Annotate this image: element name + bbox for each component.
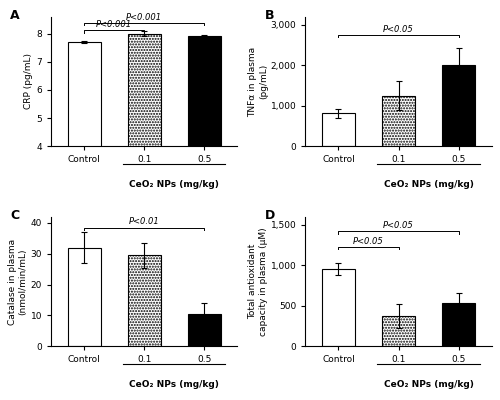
- Text: P<0.05: P<0.05: [353, 237, 384, 246]
- Text: A: A: [10, 9, 20, 22]
- Bar: [128, 34, 160, 259]
- Bar: [322, 113, 355, 146]
- Y-axis label: Total antioxidant
capacity in plasma (μM): Total antioxidant capacity in plasma (μM…: [248, 227, 268, 336]
- Bar: [68, 248, 100, 346]
- Text: CeO₂ NPs (mg/kg): CeO₂ NPs (mg/kg): [384, 380, 474, 389]
- Bar: [442, 303, 475, 346]
- Text: CeO₂ NPs (mg/kg): CeO₂ NPs (mg/kg): [384, 180, 474, 189]
- Bar: [188, 314, 221, 346]
- Text: C: C: [10, 209, 19, 222]
- Text: P<0.001: P<0.001: [96, 20, 132, 29]
- Bar: [68, 42, 100, 259]
- Text: P<0.05: P<0.05: [383, 221, 414, 230]
- Bar: [382, 96, 415, 146]
- Text: B: B: [264, 9, 274, 22]
- Text: P<0.001: P<0.001: [126, 13, 162, 22]
- Y-axis label: TNFα in plasma
(pg/mL): TNFα in plasma (pg/mL): [248, 46, 268, 116]
- Text: CeO₂ NPs (mg/kg): CeO₂ NPs (mg/kg): [130, 380, 219, 389]
- Bar: [322, 269, 355, 346]
- Bar: [442, 65, 475, 146]
- Bar: [128, 255, 160, 346]
- Text: P<0.01: P<0.01: [129, 218, 160, 226]
- Y-axis label: Catalase in plasma
(nmol/min/mL): Catalase in plasma (nmol/min/mL): [8, 238, 28, 324]
- Bar: [382, 316, 415, 346]
- Text: CeO₂ NPs (mg/kg): CeO₂ NPs (mg/kg): [130, 180, 219, 189]
- Y-axis label: CRP (pg/mL): CRP (pg/mL): [24, 54, 34, 110]
- Text: D: D: [264, 209, 274, 222]
- Text: P<0.05: P<0.05: [383, 25, 414, 34]
- Bar: [188, 36, 221, 259]
